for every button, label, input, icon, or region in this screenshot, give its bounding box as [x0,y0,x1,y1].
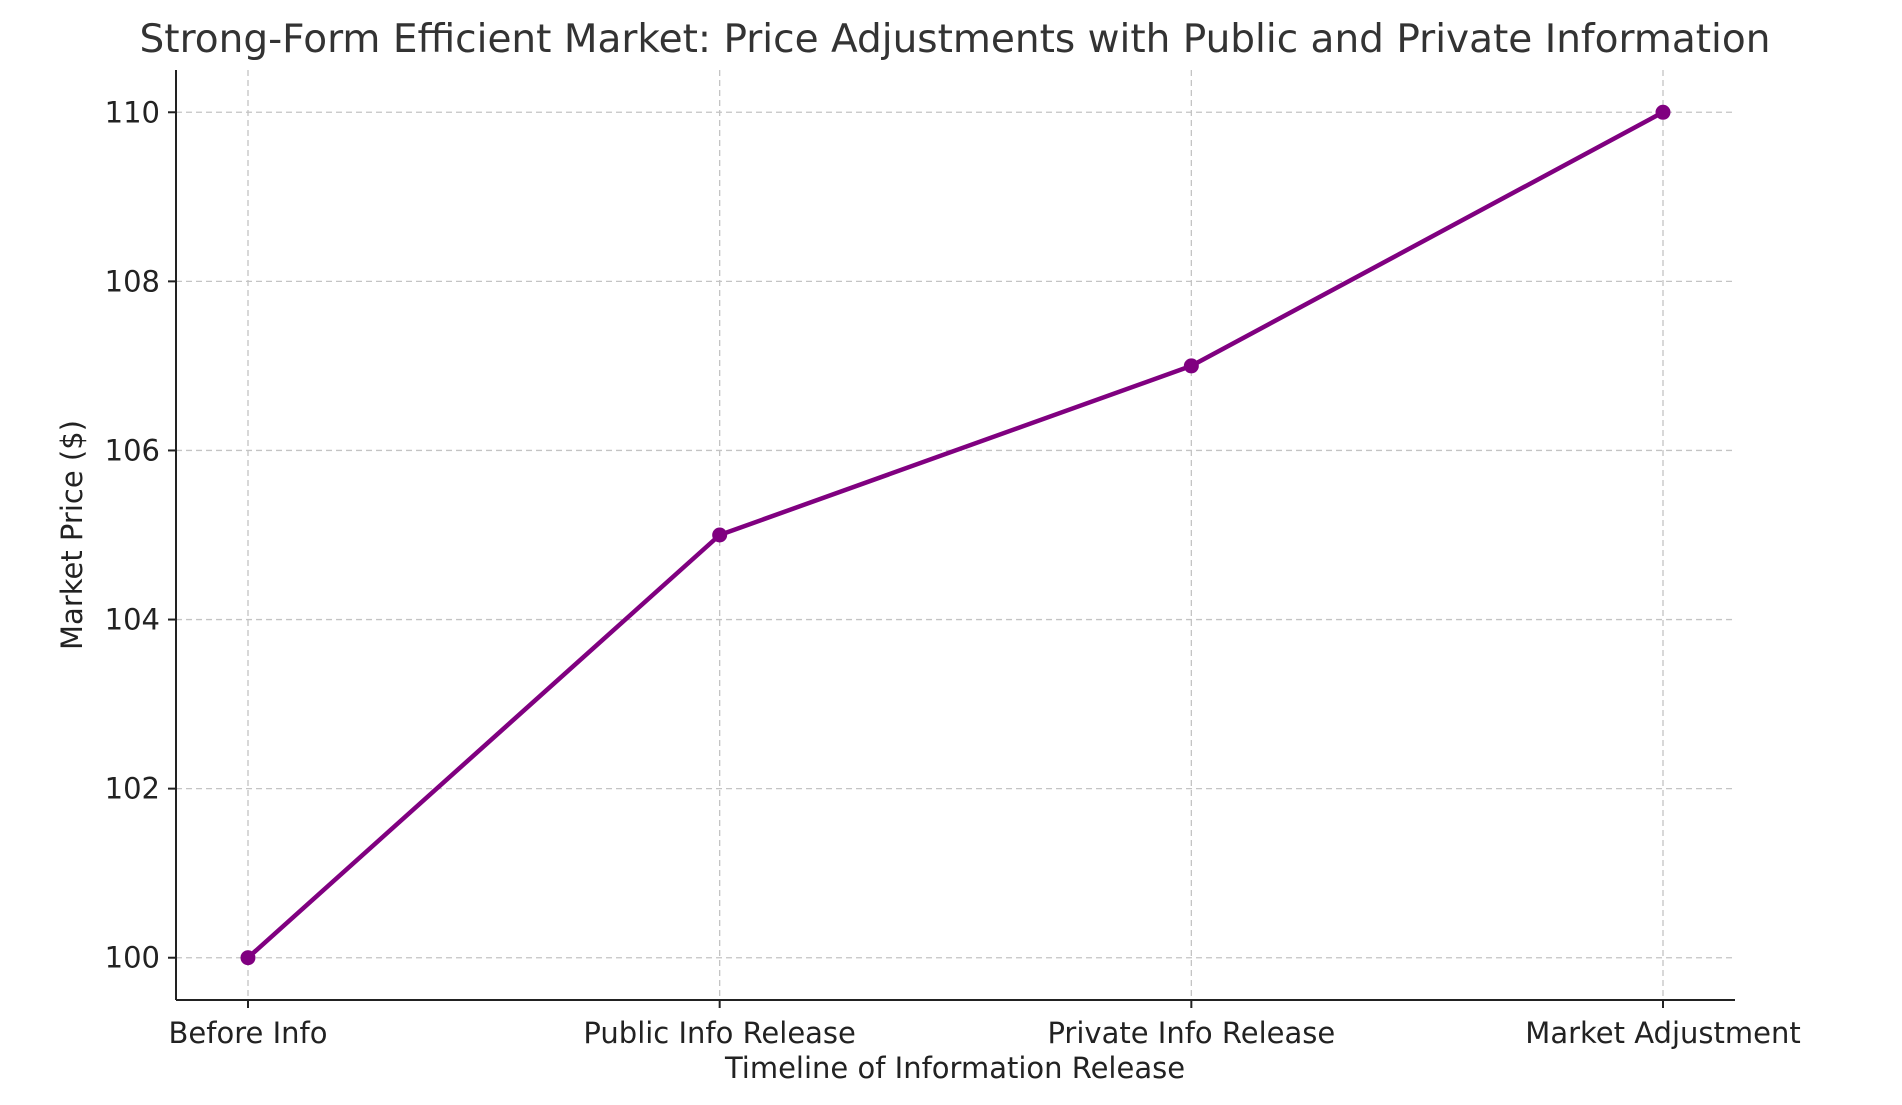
data-point [240,950,256,966]
grid [176,70,1735,1000]
x-tick-label: Market Adjustment [1525,1016,1800,1050]
x-tick-label: Private Info Release [1047,1016,1335,1050]
series [240,104,1671,966]
axes [175,70,1735,1001]
y-tick-label: 106 [105,433,160,467]
y-axis-label: Market Price ($) [55,420,89,650]
data-point [1183,358,1199,374]
y-tick-label: 102 [105,772,160,806]
chart-title: Strong-Form Efficient Market: Price Adju… [140,17,1771,62]
y-tick-label: 110 [105,95,160,129]
data-point [1655,104,1671,120]
series-line [245,110,1666,960]
tick-labels: 100 102 104 106 108 110 Before Info Public Info… [105,95,1801,1050]
x-tick-label: Public Info Release [583,1016,855,1050]
y-tick-label: 100 [105,941,160,975]
y-tick-label: 108 [105,264,160,298]
data-point [712,527,728,543]
x-axis-label: Timeline of Information Release [724,1051,1185,1085]
x-tick-label: Before Info [169,1016,328,1050]
y-tick-label: 104 [105,603,160,637]
